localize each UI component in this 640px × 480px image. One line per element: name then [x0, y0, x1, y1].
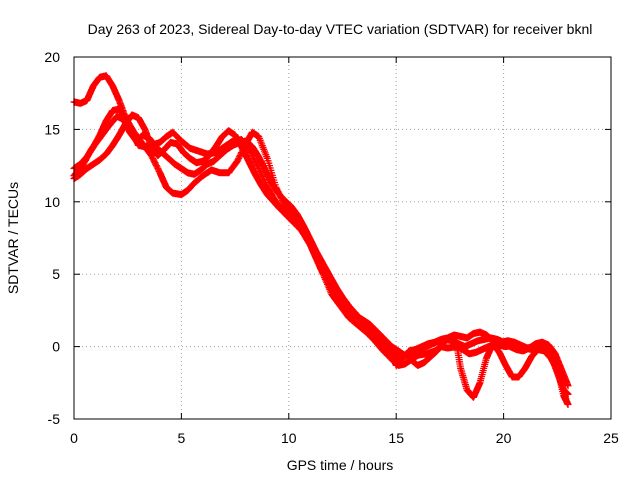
x-tick-label: 15	[388, 430, 404, 446]
x-tick-label: 5	[178, 430, 186, 446]
plot-frame	[73, 56, 612, 420]
y-tick-label: 20	[44, 49, 60, 65]
x-axis-label: GPS time / hours	[287, 457, 394, 473]
x-tick-label: 10	[281, 430, 297, 446]
y-tick-label: 15	[44, 121, 60, 137]
x-tick-label: 0	[70, 430, 78, 446]
tick-labels: 0 5 10 15 20 25 -5 0 5 10 15 20	[44, 49, 619, 446]
y-tick-label: 0	[52, 339, 60, 355]
x-tick-label: 20	[496, 430, 512, 446]
grid-lines	[74, 57, 611, 419]
axis-ticks	[73, 56, 612, 420]
y-tick-label: -5	[48, 411, 61, 427]
y-tick-label: 10	[44, 194, 60, 210]
y-axis-label: SDTVAR / TECUs	[5, 182, 21, 294]
x-tick-label: 25	[603, 430, 619, 446]
chart-title: Day 263 of 2023, Sidereal Day-to-day VTE…	[88, 21, 593, 37]
y-tick-label: 5	[52, 266, 60, 282]
